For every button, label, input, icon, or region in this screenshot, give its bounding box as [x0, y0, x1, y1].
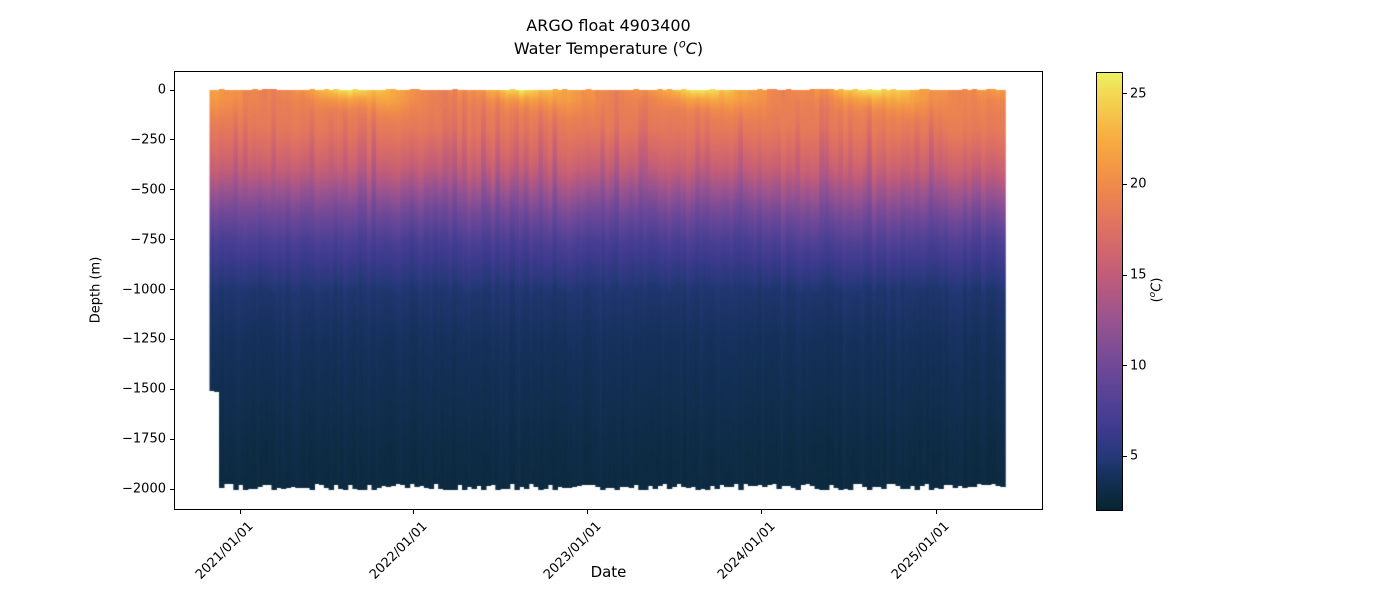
colorbar-tick-label: 5 [1130, 448, 1139, 464]
chart-title: ARGO float 4903400 Water Temperature (oC… [174, 14, 1043, 60]
y-tick-mark [170, 139, 174, 141]
y-tick-mark [170, 338, 174, 340]
chart-title-line2: Water Temperature (oC) [513, 37, 704, 58]
colorbar-tick-label: 15 [1130, 267, 1147, 283]
y-tick-mark [170, 189, 174, 191]
y-axis-label: Depth (m) [88, 256, 104, 324]
colorbar-label: (oC) [1148, 277, 1165, 303]
y-tick-mark [170, 438, 174, 440]
heatmap-canvas [174, 71, 1043, 510]
y-tick-label: −1500 [122, 381, 166, 397]
colorbar-tick-mark [1123, 365, 1127, 367]
x-tick-mark [587, 510, 589, 514]
y-tick-mark [170, 488, 174, 490]
y-tick-label: −1250 [122, 331, 166, 347]
colorbar-gradient [1097, 73, 1122, 510]
x-tick-mark [761, 510, 763, 514]
colorbar [1096, 72, 1123, 511]
y-tick-mark [170, 388, 174, 390]
colorbar-tick-label: 25 [1130, 86, 1147, 102]
y-tick-label: −500 [130, 182, 166, 198]
y-tick-label: 0 [157, 82, 166, 98]
colorbar-tick-mark [1123, 183, 1127, 185]
y-tick-label: −1750 [122, 431, 166, 447]
x-axis-label: Date [590, 563, 627, 581]
plot-area [174, 71, 1043, 510]
y-tick-label: −1000 [122, 282, 166, 297]
y-tick-label: −2000 [122, 481, 166, 497]
colorbar-tick-label: 10 [1130, 358, 1147, 374]
colorbar-tick-mark [1123, 93, 1127, 95]
colorbar-tick-mark [1123, 455, 1127, 457]
x-tick-mark [413, 510, 415, 514]
x-tick-mark [239, 510, 241, 514]
x-tick-mark [935, 510, 937, 514]
y-tick-label: −750 [130, 232, 166, 248]
y-tick-mark [170, 89, 174, 91]
colorbar-tick-mark [1123, 274, 1127, 276]
chart-title-line1: ARGO float 4903400 [526, 16, 691, 35]
y-tick-mark [170, 239, 174, 241]
colorbar-tick-label: 20 [1130, 176, 1147, 192]
y-tick-mark [170, 289, 174, 290]
y-tick-label: −250 [130, 132, 166, 148]
